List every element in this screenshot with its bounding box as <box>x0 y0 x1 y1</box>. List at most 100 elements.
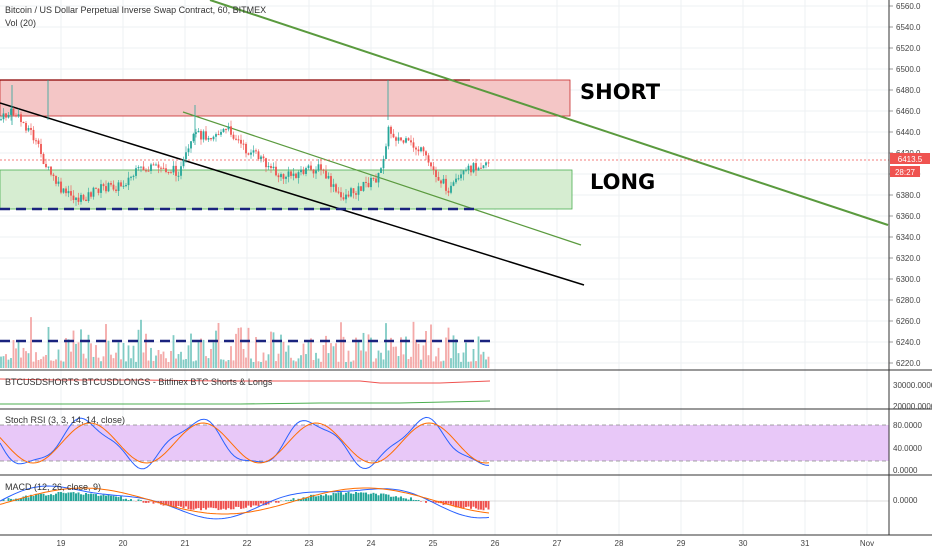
candle-body <box>462 170 465 175</box>
candle-body <box>275 166 277 176</box>
stoch-rsi-band <box>0 425 889 461</box>
price-tick-label: 6440.0 <box>896 128 921 137</box>
volume-bar <box>487 356 490 368</box>
macd-histogram-bar <box>222 501 225 509</box>
volume-bar <box>92 356 95 368</box>
candle-body <box>170 172 172 174</box>
current-price-value: 6413.5 <box>898 155 923 164</box>
candle-body <box>75 197 77 200</box>
macd-histogram-bar <box>200 501 202 511</box>
volume-bar <box>170 350 172 368</box>
volume-bar <box>472 348 475 368</box>
macd-histogram-bar <box>180 501 182 507</box>
macd-histogram-bar <box>357 492 360 501</box>
macd-histogram-bar <box>212 501 215 509</box>
volume-bar <box>12 340 15 368</box>
macd-histogram <box>0 491 490 511</box>
candle-body <box>397 137 400 141</box>
macd-histogram-bar <box>167 501 170 506</box>
volume-bar <box>25 351 27 368</box>
volume-bar <box>392 346 395 368</box>
macd-histogram-bar <box>217 501 220 511</box>
candle-body <box>475 163 477 171</box>
volume-bar <box>322 345 325 368</box>
time-axis[interactable]: 19 20 21 22 23 24 25 26 27 28 29 30 31 Nov <box>57 539 875 548</box>
candle-body <box>407 138 410 141</box>
candle-body <box>465 169 467 171</box>
macd-histogram-bar <box>485 501 487 508</box>
macd-histogram-bar <box>345 492 347 501</box>
candle-body <box>410 140 412 143</box>
candle-body <box>217 134 220 136</box>
volume-bar <box>107 340 110 368</box>
candle-body <box>432 166 435 171</box>
stoch-rsi-tick-80: 80.0000 <box>893 421 922 430</box>
candle-body <box>172 165 175 173</box>
candle-body <box>317 164 320 171</box>
price-axis[interactable]: 6560.0 6540.0 6520.0 6500.0 6480.0 6460.0 6440… <box>889 2 921 368</box>
macd-histogram-bar <box>277 501 280 503</box>
descending-trendline-green-short <box>182 111 582 246</box>
shorts-longs-indicator-label: BTCUSDSHORTS BTCUSDLONGS - Bitfinex BTC … <box>5 377 273 387</box>
macd-histogram-bar <box>235 501 237 507</box>
candle-body <box>325 170 327 179</box>
volume-bar <box>90 343 92 368</box>
candle-body <box>365 181 367 183</box>
macd-histogram-bar <box>405 498 407 501</box>
candle-body <box>460 174 462 179</box>
macd-histogram-bar <box>335 493 337 501</box>
volume-bar <box>255 337 257 368</box>
volume-bar <box>162 351 165 368</box>
volume-bar <box>217 322 220 368</box>
volume-bar <box>97 357 100 368</box>
candle-body <box>342 197 345 200</box>
macd-histogram-bar <box>480 501 482 510</box>
macd-histogram-bar <box>367 494 370 501</box>
candle-body <box>395 137 397 141</box>
macd-histogram-bar <box>447 501 450 504</box>
candle-body <box>305 168 307 174</box>
volume-bar <box>7 359 10 368</box>
volume-bar <box>147 360 150 368</box>
candle-body <box>147 170 150 172</box>
volume-bar <box>57 349 60 368</box>
macd-histogram-bar <box>287 500 290 501</box>
volume-bar <box>315 352 317 368</box>
stoch-rsi-tick-40: 40.0000 <box>893 444 922 453</box>
macd-histogram-bar <box>92 493 95 501</box>
volume-bar <box>295 361 297 368</box>
macd-histogram-bar <box>460 501 462 508</box>
volume-bar <box>242 348 245 368</box>
time-tick-label: 31 <box>801 539 810 548</box>
stoch-rsi-k-line <box>0 416 490 470</box>
candle-body <box>367 182 370 188</box>
candle-body <box>102 184 105 187</box>
candle-body <box>472 163 475 173</box>
candle-body <box>17 114 20 117</box>
macd-histogram-bar <box>322 495 325 501</box>
candle-body <box>155 164 157 166</box>
macd-histogram-bar <box>35 493 37 501</box>
candle-body <box>447 190 450 193</box>
volume-bar <box>135 361 137 368</box>
candle-body <box>347 194 350 197</box>
price-tick-label: 6500.0 <box>896 65 921 74</box>
macd-histogram-bar <box>340 492 342 501</box>
volume-bar <box>225 361 227 368</box>
macd-histogram-bar <box>47 495 50 501</box>
volume-bar <box>130 358 132 368</box>
volume-bar <box>32 361 35 368</box>
volume-bar <box>17 341 20 368</box>
time-tick-label: 25 <box>429 539 438 548</box>
macd-histogram-bar <box>165 501 167 506</box>
macd-histogram-bar <box>327 495 330 501</box>
macd-histogram-bar <box>417 499 420 501</box>
candle-body <box>362 181 365 191</box>
candle-body <box>100 184 102 193</box>
candle-body <box>240 139 242 144</box>
candle-body <box>210 137 212 140</box>
countdown-badge <box>890 166 920 177</box>
volume-bar <box>22 347 25 368</box>
volume-bar <box>270 331 272 368</box>
